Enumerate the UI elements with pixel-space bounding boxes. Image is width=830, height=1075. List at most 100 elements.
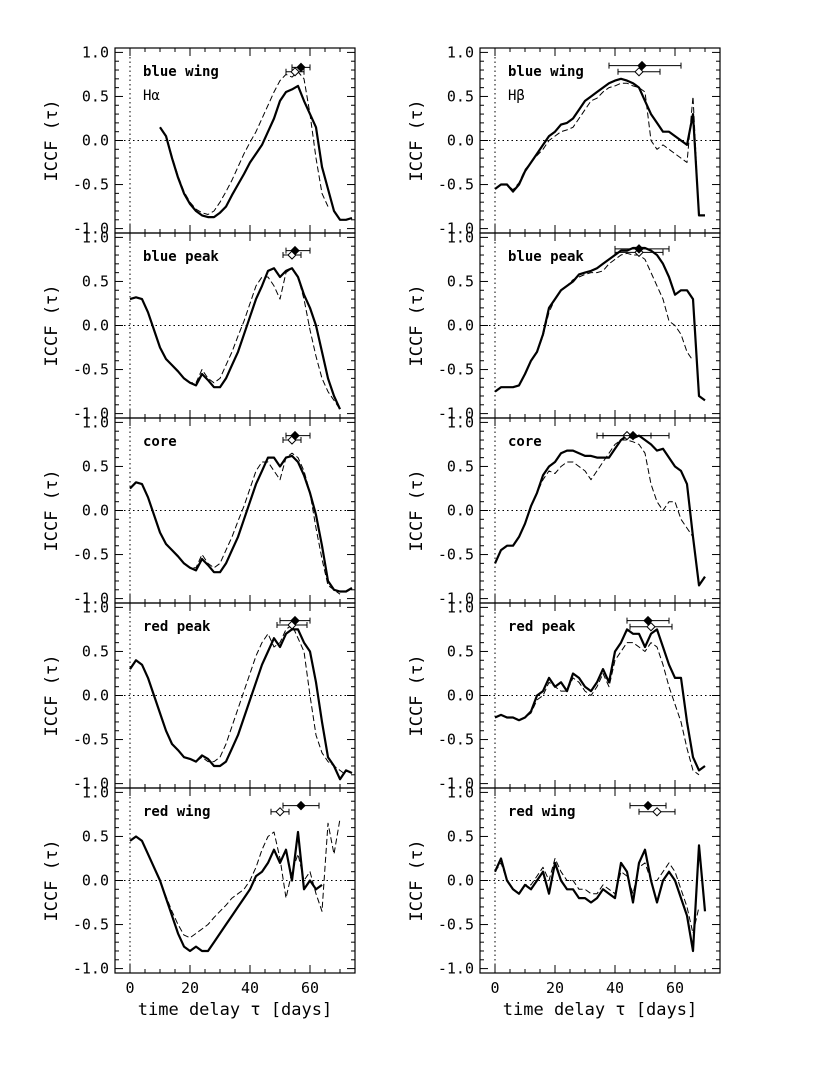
dashed-centroid-marker [634,67,644,77]
panel-label: blue peak [508,249,584,265]
y-axis-label: ICCF (τ) [407,840,427,922]
dashed-centroid-marker [275,807,285,817]
y-axis-label: ICCF (τ) [42,470,62,552]
dashed-series [494,252,694,393]
x-tick-label: 40 [241,979,259,997]
y-tick-label: -1.0 [438,405,474,423]
y-axis-label: ICCF (τ) [407,470,427,552]
y-tick-label: -0.5 [438,176,474,194]
series-group [129,818,341,953]
dashed-centroid-marker [646,622,656,632]
solid-centroid-marker [290,245,300,256]
y-tick-label: -0.5 [73,731,109,749]
panel-label: blue wing [508,64,584,80]
solid-centroid-marker [296,800,306,811]
y-tick-label: 0.5 [447,87,474,105]
y-tick-label: 0.0 [82,687,109,705]
panel-4-0: 1.0 0.5 0.0 -0.5 -1.0 ICCF (τ) red wing [42,783,356,978]
panel-label: red peak [143,619,211,635]
y-tick-label: -0.5 [438,731,474,749]
y-tick-label: -0.5 [73,361,109,379]
panel-2-1: 1.0 0.5 0.0 -0.5 -1.0 ICCF (τ) core [407,413,721,608]
y-tick-label: 0.0 [82,872,109,890]
dashed-centroid-marker [290,67,300,77]
y-tick-label: 0.0 [82,317,109,335]
panel-4-1: 1.0 0.5 0.0 -0.5 -1.0 ICCF (τ) red wing [407,783,721,978]
y-axis-label: ICCF (τ) [42,100,62,182]
y-tick-label: 0.5 [82,827,109,845]
y-tick-label: 0.5 [447,457,474,475]
y-tick-label: 0.0 [447,687,474,705]
y-tick-label: 0.0 [447,132,474,150]
solid-series [129,454,353,593]
x-tick-label: 40 [606,979,624,997]
y-axis-label: ICCF (τ) [407,100,427,182]
y-axis-label: ICCF (τ) [407,285,427,367]
y-tick-label: -1.0 [73,960,109,978]
y-tick-label: 0.0 [447,872,474,890]
y-tick-label: 1.0 [82,783,109,801]
x-tick-label: 60 [301,979,319,997]
y-axis-label: ICCF (τ) [407,655,427,737]
y-tick-label: -1.0 [438,220,474,238]
series-group [494,628,706,776]
panel-label: core [508,434,542,450]
y-axis-label: ICCF (τ) [42,285,62,367]
series-group [159,71,353,221]
solid-centroid-marker [634,244,644,254]
y-tick-label: -0.5 [438,916,474,934]
y-tick-label: 1.0 [447,413,474,431]
y-tick-label: 1.0 [82,598,109,616]
y-tick-label: 1.0 [447,228,474,246]
y-tick-label: -1.0 [438,590,474,608]
dashed-series [494,82,700,216]
series-group [494,246,706,402]
panel-sublabel: Hβ [508,88,525,104]
solid-series [494,246,706,402]
x-tick-label: 0 [125,979,134,997]
x-tick-label: 20 [181,979,199,997]
series-group [129,267,342,410]
x-axis-label: time delay τ [days] [503,1000,697,1020]
y-tick-label: 0.5 [447,642,474,660]
y-tick-label: -1.0 [73,220,109,238]
y-tick-label: 1.0 [82,228,109,246]
series-group [129,624,353,781]
panel-sublabel: Hα [143,88,160,104]
x-tick-label: 60 [666,979,684,997]
series-group [493,434,706,587]
y-tick-label: 0.5 [447,827,474,845]
solid-centroid-marker [643,800,653,811]
solid-series [494,628,706,772]
panel-label: red wing [143,804,210,820]
series-group [493,844,707,953]
y-tick-label: 0.0 [82,132,109,150]
dashed-series [129,624,347,776]
x-tick-label: 0 [490,979,499,997]
series-group [129,452,353,595]
solid-series [493,844,707,953]
series-group [494,77,705,217]
x-tick-label: 20 [546,979,564,997]
y-tick-label: 1.0 [82,43,109,61]
y-tick-label: -1.0 [73,405,109,423]
y-tick-label: 0.0 [82,502,109,520]
solid-series [159,84,353,221]
solid-centroid-marker [643,615,653,626]
dashed-series [129,452,341,595]
panel-1-1: 1.0 0.5 0.0 -0.5 -1.0 ICCF (τ) blue peak [407,228,721,423]
y-tick-label: -1.0 [73,590,109,608]
y-tick-label: 1.0 [82,413,109,431]
y-tick-label: 0.5 [82,272,109,290]
y-tick-label: -0.5 [73,916,109,934]
panel-label: blue wing [143,64,219,80]
dashed-centroid-marker [652,807,662,817]
y-tick-label: 1.0 [447,598,474,616]
dashed-series [129,818,341,939]
solid-series [129,628,353,781]
x-axis-label: time delay τ [days] [138,1000,332,1020]
solid-centroid-marker [637,60,647,71]
y-tick-label: -1.0 [438,775,474,793]
y-tick-label: 0.0 [447,317,474,335]
